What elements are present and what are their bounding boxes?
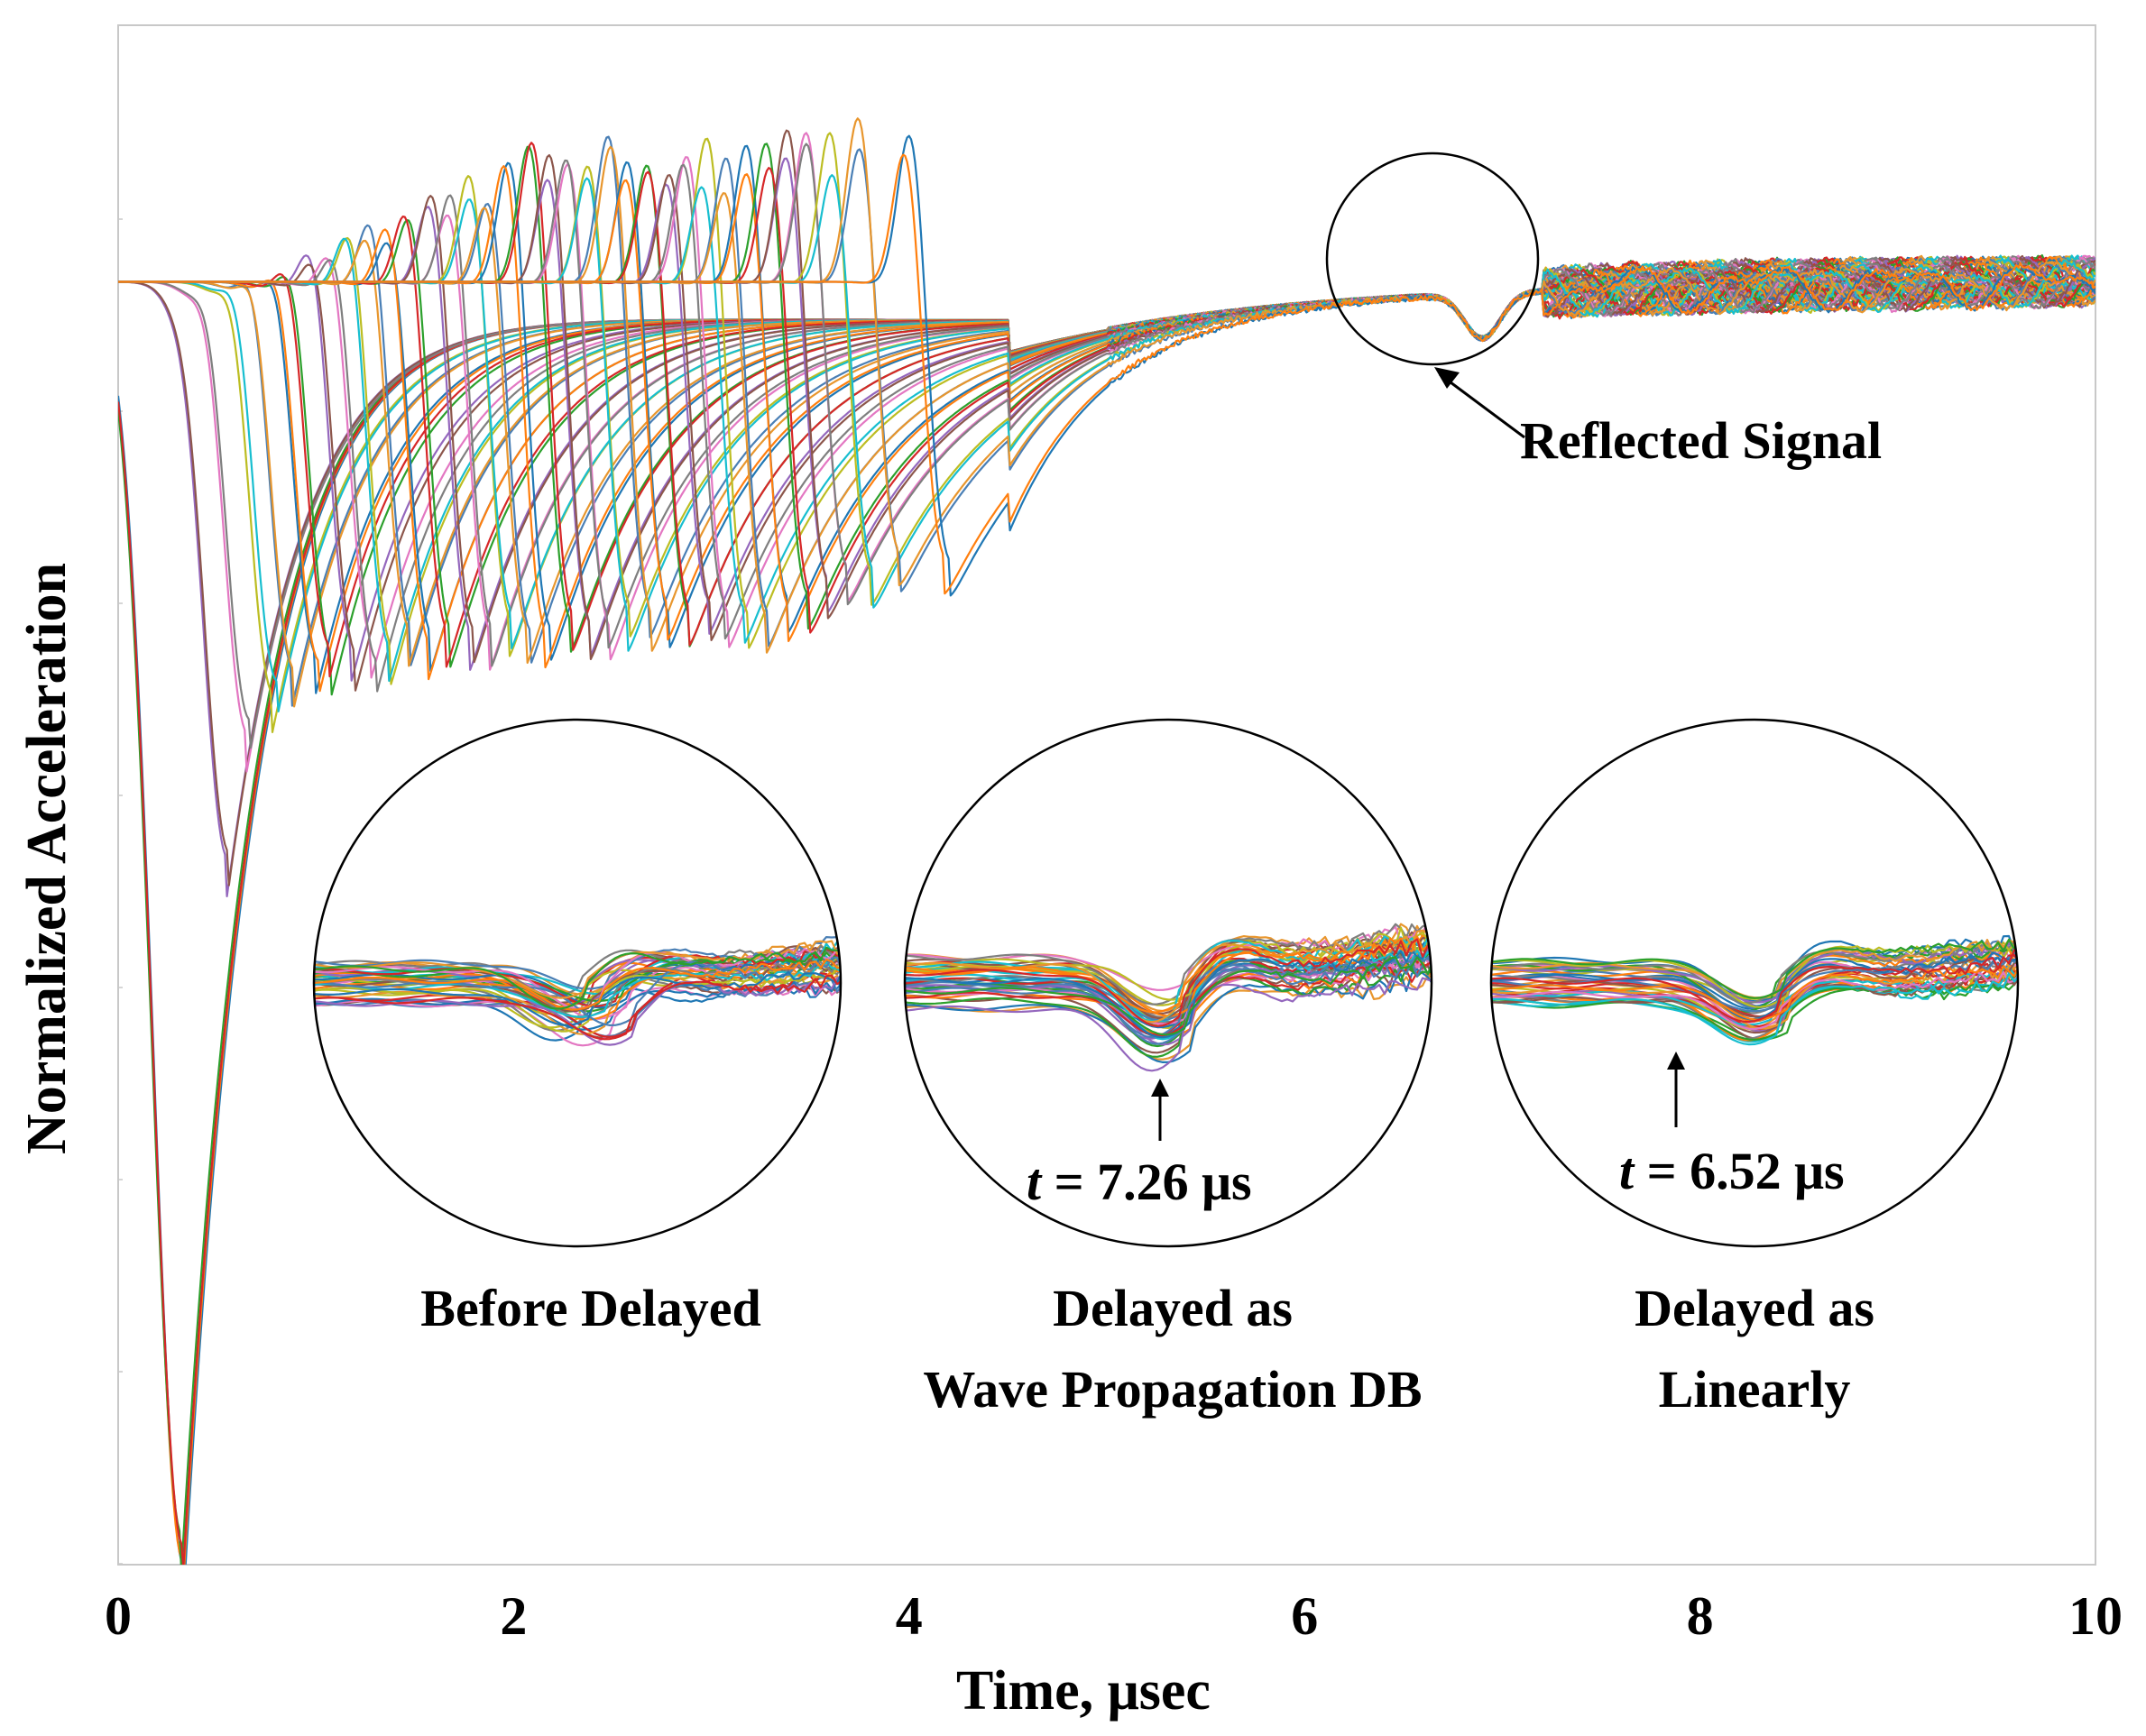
inset3-caption-line2: Linearly [1659,1360,1851,1419]
inset-trace-line [314,955,841,1011]
inset-trace-line [1491,950,2018,1015]
trace-line [118,255,2095,733]
inset3-arrow-head [1667,1052,1685,1070]
trace-line [118,256,2095,696]
inset2-time-label: t = 7.26 μs [1027,1153,1252,1211]
trace-line [118,142,2095,651]
inset-trace-line [905,947,1432,1041]
reflected-signal-circle [1325,152,1540,366]
inset-trace-line [1491,958,2018,1021]
inset2-caption-line2: Wave Propagation DB [923,1360,1422,1419]
inset-trace-line [314,940,841,999]
inset-trace-line [314,969,841,1026]
inset2-caption-line1: Delayed as [1053,1279,1293,1337]
reflected-signal-label: Reflected Signal [1520,411,1882,470]
inset-trace-line [314,956,841,1026]
trace-line [118,256,2095,693]
inset-linear-circle [1489,718,2020,1248]
reflected-arrow-shaft [1439,372,1525,439]
inset-trace-line [905,956,1432,1045]
reflected-arrow-head [1434,367,1460,389]
trace-line [118,255,2095,708]
inset-trace-line [314,981,841,1042]
inset-trace-line [314,951,841,1002]
trace-line [118,164,2095,648]
inset-wave-propagation-traces [905,915,1432,1072]
inset-trace-line [1491,949,2018,1024]
trace-line [118,256,2095,692]
x-tick-4: 4 [896,1586,923,1646]
inset-trace-line [314,963,841,1021]
inset-before-delayed-bg [314,720,841,1246]
x-tick-0: 0 [105,1586,132,1646]
inset-trace-line [1491,973,2018,1034]
inset-trace-line [905,915,1432,1006]
inset-wave-propagation-circle [903,718,1433,1248]
inset-trace-line [314,974,841,1041]
trace-line [118,161,2095,648]
inset-trace-line [905,941,1432,1039]
inset2-arrow-head [1151,1079,1169,1097]
trace-line [118,145,2095,652]
inset-before-delayed-circle [312,718,843,1248]
trace-line [118,256,2095,707]
trace-line [118,255,2095,693]
x-axis-title: Time, μsec [956,1660,1211,1722]
inset-trace-line [1491,965,2018,1026]
inset-trace-line [905,927,1432,1024]
x-tick-10: 10 [2068,1586,2123,1646]
x-tick-8: 8 [1687,1586,1714,1646]
y-axis-title: Normalized Acceleration [16,563,78,1154]
y-axis-ticks [118,218,123,1565]
inset-trace-line [314,946,841,1010]
trace-line [118,153,2095,595]
inset-trace-line [1491,940,2018,1008]
inset3-time-label: t = 6.52 μs [1619,1142,1845,1200]
inset-trace-line [1491,932,2018,999]
inset-trace-line [905,933,1432,1027]
inset-trace-line [905,958,1432,1054]
inset-trace-line [314,965,841,1033]
trace-line [118,137,2095,649]
inset-linear-bg [1491,720,2018,1246]
x-tick-2: 2 [500,1586,527,1646]
trace-line [118,154,2095,660]
inset-trace-line [905,977,1432,1072]
inset-trace-line [905,955,1432,1036]
inset-trace-line [1491,941,2018,1005]
inset-linear-traces [1491,932,2018,1046]
inset-wave-propagation-bg [905,720,1432,1246]
traces-group [118,117,2095,1565]
trace-line [118,255,2095,694]
inset-trace-line [1491,970,2018,1031]
inset3-caption-line1: Delayed as [1635,1279,1874,1337]
inset-before-delayed-traces [314,936,841,1047]
inset1-caption: Before Delayed [420,1279,760,1337]
x-tick-6: 6 [1291,1586,1318,1646]
x-axis-tick-labels: 0 2 4 6 8 10 [105,1586,2123,1646]
inset-trace-line [1491,972,2018,1046]
